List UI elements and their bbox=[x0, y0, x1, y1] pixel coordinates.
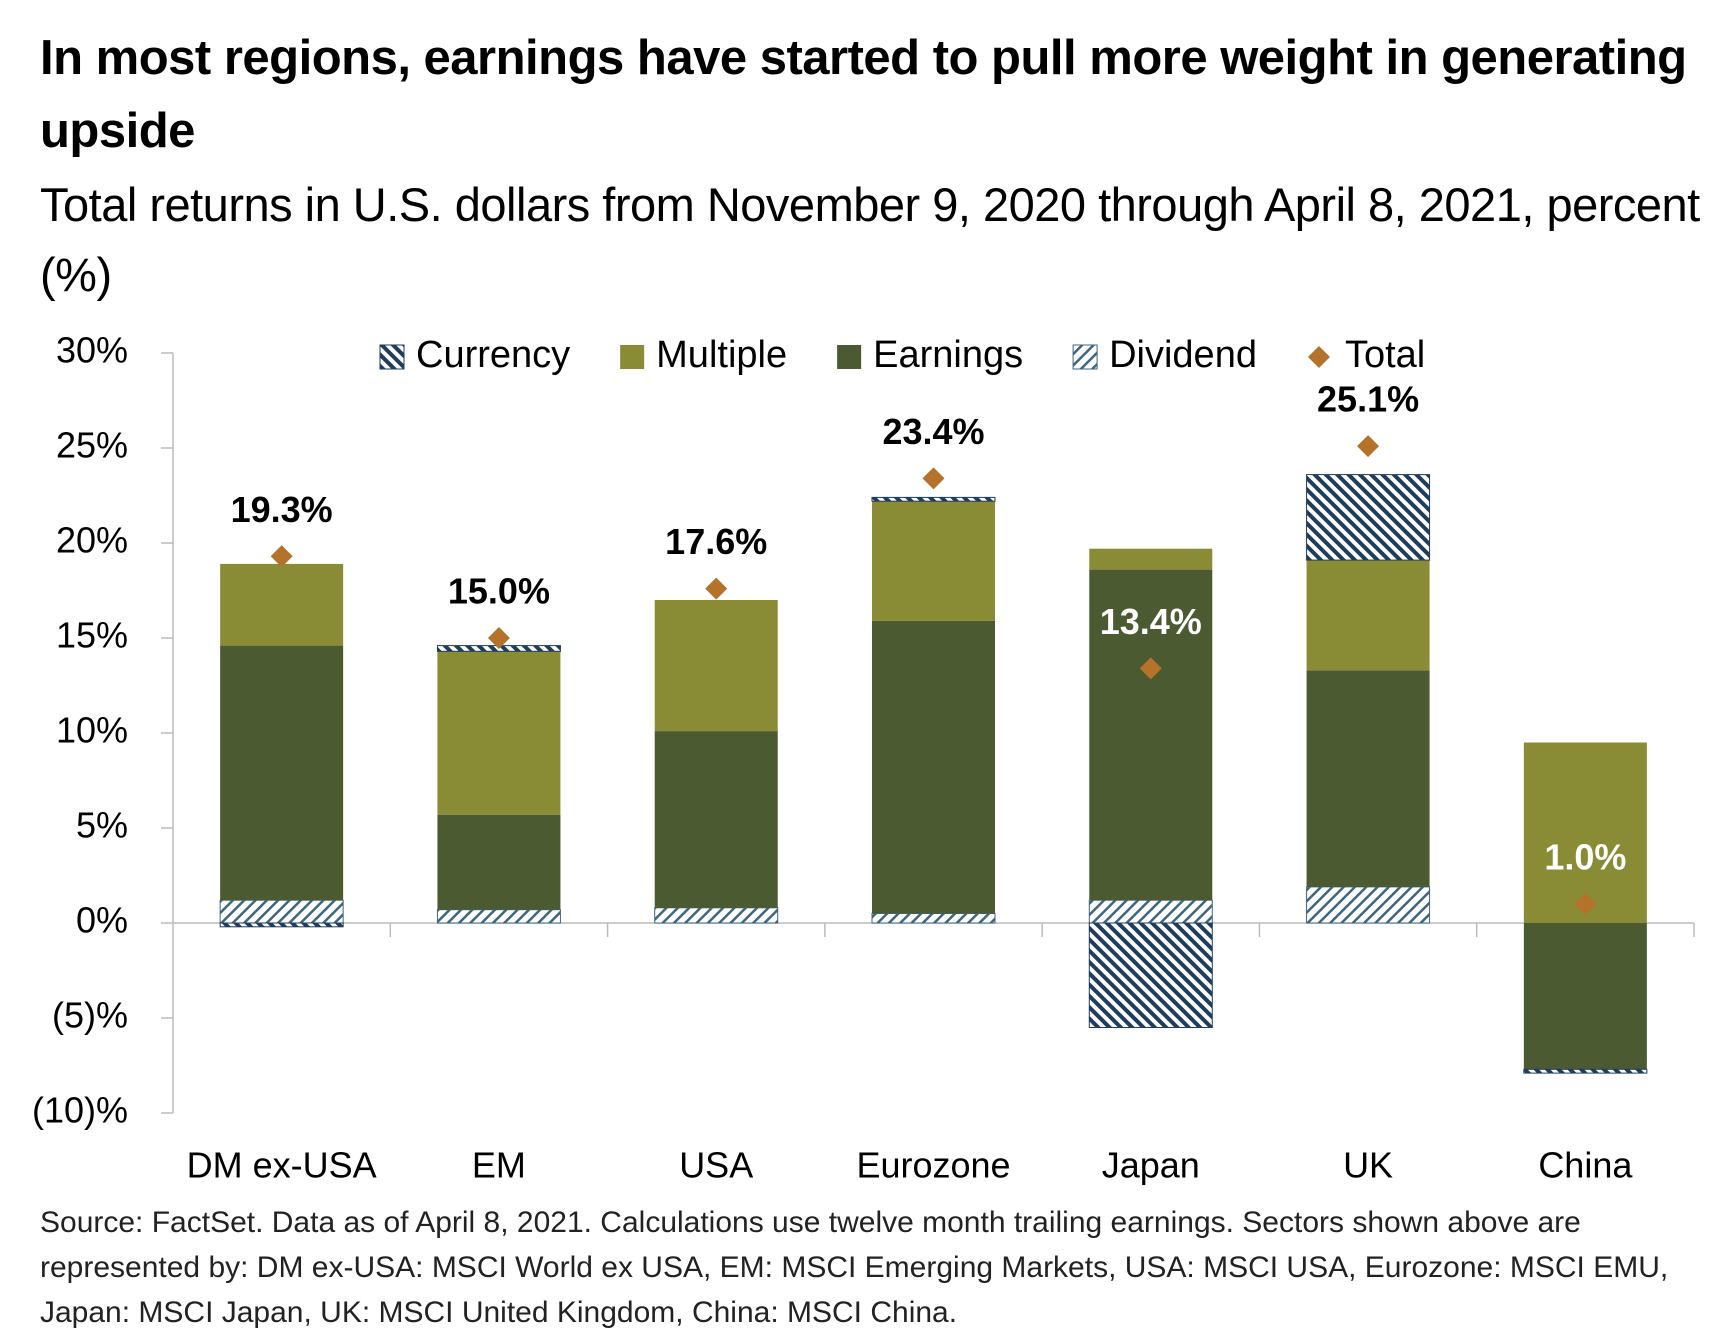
bar-segment bbox=[871, 913, 996, 924]
y-tick-label: 10% bbox=[56, 710, 128, 751]
y-tick-label: (10)% bbox=[32, 1090, 128, 1131]
bar-segment bbox=[220, 563, 344, 646]
bar-segment bbox=[654, 731, 778, 908]
bar-segment bbox=[1089, 569, 1213, 901]
bar-segment bbox=[1306, 886, 1431, 924]
bar-segment bbox=[1089, 548, 1213, 570]
x-tick-label: China bbox=[1538, 1145, 1633, 1186]
legend-swatch bbox=[837, 345, 862, 369]
y-tick-label: 20% bbox=[56, 520, 128, 561]
legend-swatch bbox=[1072, 344, 1098, 370]
y-tick-label: 0% bbox=[76, 900, 128, 941]
value-label: 23.4% bbox=[882, 411, 984, 452]
total-marker bbox=[487, 627, 510, 649]
bar-segment bbox=[872, 501, 995, 621]
total-marker bbox=[1139, 657, 1162, 680]
bar-segment bbox=[437, 651, 561, 815]
bar-segment bbox=[1523, 923, 1647, 1070]
legend-marker bbox=[1307, 346, 1330, 368]
bar-segment bbox=[654, 907, 779, 924]
bar-segment bbox=[437, 814, 561, 910]
legend-label: Earnings bbox=[873, 334, 1023, 376]
bar-segment bbox=[436, 909, 561, 924]
legend-swatch bbox=[620, 345, 645, 369]
y-tick-label: 15% bbox=[56, 615, 128, 656]
bar-segment bbox=[872, 620, 995, 914]
bar-segment bbox=[1306, 560, 1430, 671]
bar-segment bbox=[220, 645, 344, 901]
total-marker bbox=[922, 467, 945, 490]
y-tick-label: 30% bbox=[56, 330, 128, 371]
bar-segment bbox=[1088, 922, 1213, 1028]
legend-label: Multiple bbox=[656, 334, 787, 376]
x-tick-label: UK bbox=[1343, 1145, 1393, 1186]
bar-segment bbox=[1306, 474, 1431, 561]
value-label: 1.0% bbox=[1544, 837, 1626, 878]
total-marker bbox=[1357, 435, 1380, 458]
total-marker bbox=[1574, 893, 1597, 915]
bar-segment bbox=[1306, 670, 1430, 887]
chart-subtitle: Total returns in U.S. dollars from Novem… bbox=[40, 178, 1700, 301]
bar-segment bbox=[219, 899, 344, 924]
y-tick-label: (5)% bbox=[52, 995, 128, 1036]
value-label: 15.0% bbox=[448, 571, 550, 612]
source-note: Source: FactSet. Data as of April 8, 202… bbox=[40, 1206, 1669, 1329]
x-tick-label: Japan bbox=[1102, 1145, 1200, 1186]
value-label: 25.1% bbox=[1317, 379, 1419, 420]
x-tick-label: EM bbox=[472, 1145, 526, 1186]
legend-label: Dividend bbox=[1109, 334, 1257, 376]
chart-title: In most regions, earnings have started t… bbox=[40, 31, 1687, 158]
bar-segment bbox=[1523, 742, 1647, 923]
legend-label: Total bbox=[1345, 334, 1425, 376]
total-marker bbox=[270, 545, 293, 568]
y-tick-label: 5% bbox=[76, 805, 128, 846]
value-label: 17.6% bbox=[665, 521, 767, 562]
total-marker bbox=[705, 577, 728, 600]
bar-segment bbox=[219, 922, 344, 928]
bar-segment bbox=[654, 600, 778, 732]
value-label: 19.3% bbox=[231, 489, 333, 530]
bar-segment bbox=[1523, 1068, 1648, 1074]
legend-label: Currency bbox=[416, 334, 570, 376]
legend-swatch bbox=[379, 344, 405, 370]
bar-segment bbox=[1088, 899, 1213, 924]
bar-segment bbox=[871, 496, 996, 502]
x-tick-label: DM ex-USA bbox=[187, 1145, 377, 1186]
x-tick-label: USA bbox=[679, 1145, 753, 1186]
x-tick-label: Eurozone bbox=[856, 1145, 1010, 1186]
y-tick-label: 25% bbox=[56, 425, 128, 466]
value-label: 13.4% bbox=[1100, 601, 1202, 642]
